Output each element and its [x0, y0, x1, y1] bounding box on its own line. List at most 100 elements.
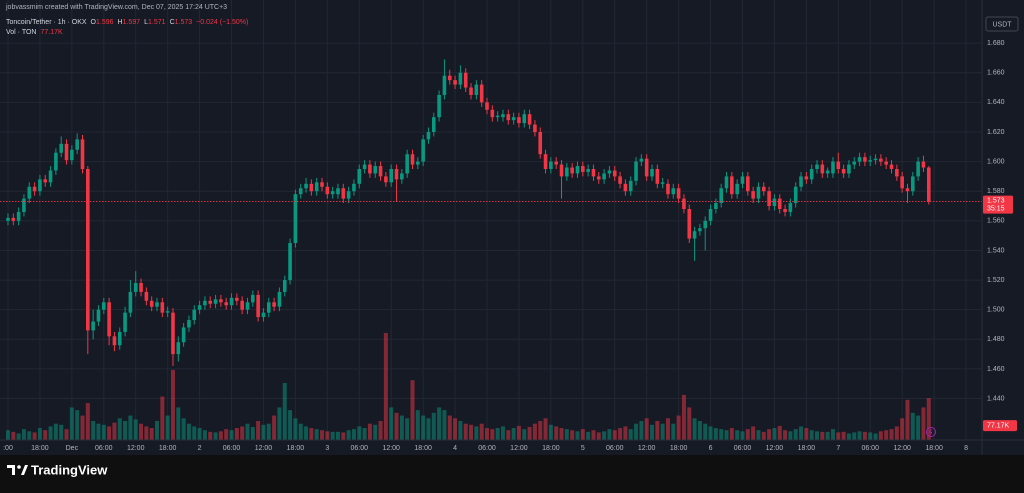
- volume-bar: [11, 431, 16, 440]
- candle-body: [703, 220, 708, 229]
- x-tick-label: 18:00: [542, 445, 560, 452]
- candle-body: [730, 176, 734, 195]
- volume-bar: [240, 426, 245, 440]
- volume-bar: [586, 431, 591, 440]
- candle-body: [916, 161, 920, 177]
- x-tick-label: 12:00: [382, 445, 400, 452]
- volume-bar: [612, 430, 617, 440]
- currency-label[interactable]: USDT: [992, 21, 1012, 28]
- x-tick-label: 7: [836, 445, 840, 452]
- volume-bar: [740, 431, 745, 440]
- volume-bar: [703, 423, 708, 440]
- volume-bar: [155, 420, 160, 440]
- candle-body: [431, 117, 436, 132]
- volume-bar: [32, 432, 37, 440]
- volume-bar: [916, 415, 921, 440]
- volume-bar: [293, 418, 298, 440]
- candle-body: [75, 139, 79, 150]
- volume-bar: [884, 430, 889, 440]
- volume-bar: [825, 431, 830, 440]
- volume-name: Vol · TON: [6, 29, 36, 36]
- volume-bar: [564, 429, 569, 440]
- volume-bar: [681, 394, 686, 440]
- volume-bar: [788, 431, 793, 440]
- axes: 1.440 1.460 1.480 1.500 1.520 1.540 1.560 1.580…: [3, 40, 1017, 452]
- volume-bar: [751, 426, 756, 440]
- volume-bar: [144, 426, 149, 440]
- chart-background: [0, 0, 1024, 455]
- y-tick-label: 1.520: [987, 277, 1005, 284]
- volume-bar: [522, 429, 527, 440]
- candle-body: [575, 166, 580, 174]
- volume-bar: [772, 428, 777, 440]
- volume-bar: [288, 410, 293, 440]
- candle-body: [357, 169, 362, 184]
- volume-bar: [378, 420, 383, 440]
- volume-bar: [165, 415, 170, 440]
- volume-bar: [373, 424, 378, 440]
- candle-body: [272, 302, 276, 307]
- candle-body: [325, 186, 330, 195]
- candle-body: [841, 169, 846, 174]
- volume-bar: [458, 420, 463, 440]
- candle-body: [868, 160, 873, 162]
- x-tick-label: 06:00: [734, 445, 752, 452]
- volume-bar: [394, 412, 399, 440]
- volume-bar: [117, 418, 122, 440]
- candle-body: [229, 297, 234, 306]
- y-tick-label: 1.480: [987, 336, 1005, 343]
- candle-body: [277, 291, 282, 307]
- candle-body: [38, 179, 42, 192]
- volume-bar: [91, 420, 96, 440]
- candle-body: [463, 72, 468, 88]
- alert-icon-glyph: [929, 429, 933, 435]
- candle-body: [43, 179, 48, 183]
- candle-body: [602, 173, 606, 180]
- volume-bar: [591, 430, 596, 440]
- volume-value: 77.17K: [40, 29, 63, 36]
- volume-bar: [43, 430, 48, 440]
- candle-body: [91, 321, 95, 331]
- volume-bar: [644, 418, 649, 440]
- alert-icon[interactable]: [926, 427, 936, 437]
- candle-body: [591, 169, 596, 177]
- volume-bar: [85, 403, 90, 440]
- x-tick-label: Dec: [66, 445, 79, 452]
- volume-bar: [655, 420, 660, 440]
- candle-body: [479, 84, 484, 103]
- volume-bar: [548, 424, 553, 440]
- volume-bar: [846, 433, 851, 440]
- volume-bar: [320, 430, 325, 440]
- grid: [0, 0, 982, 440]
- volume-bar: [596, 432, 601, 440]
- volume-bar: [692, 418, 697, 440]
- candle-body: [309, 183, 314, 192]
- volume-bar: [671, 423, 676, 440]
- volume-bar: [575, 431, 580, 440]
- x-tick-label: 12:00: [510, 445, 528, 452]
- candle-body: [181, 327, 186, 343]
- y-tick-label: 1.560: [987, 218, 1005, 225]
- legend-key: H: [118, 19, 123, 26]
- candle-body: [900, 176, 904, 189]
- candle-body: [426, 131, 431, 140]
- candle-body: [666, 183, 670, 195]
- candle-body: [660, 182, 665, 184]
- y-tick-label: 1.500: [987, 307, 1005, 314]
- candle-body: [634, 161, 638, 181]
- volume-pane: [5, 333, 931, 440]
- candle-body: [101, 302, 106, 310]
- volume-bar: [676, 415, 681, 440]
- candle-body: [336, 188, 340, 195]
- candle-body: [362, 164, 367, 170]
- volume-bar: [607, 429, 612, 440]
- currency-button[interactable]: [985, 16, 1019, 32]
- x-tick-label: 12:00: [766, 445, 784, 452]
- candle-body: [458, 72, 463, 85]
- candle-body: [511, 117, 516, 121]
- volume-bar: [660, 423, 665, 440]
- candle-body: [623, 183, 628, 192]
- x-tick-label: 06:00: [223, 445, 241, 452]
- volume-bar: [325, 431, 330, 440]
- candle-body: [831, 161, 835, 174]
